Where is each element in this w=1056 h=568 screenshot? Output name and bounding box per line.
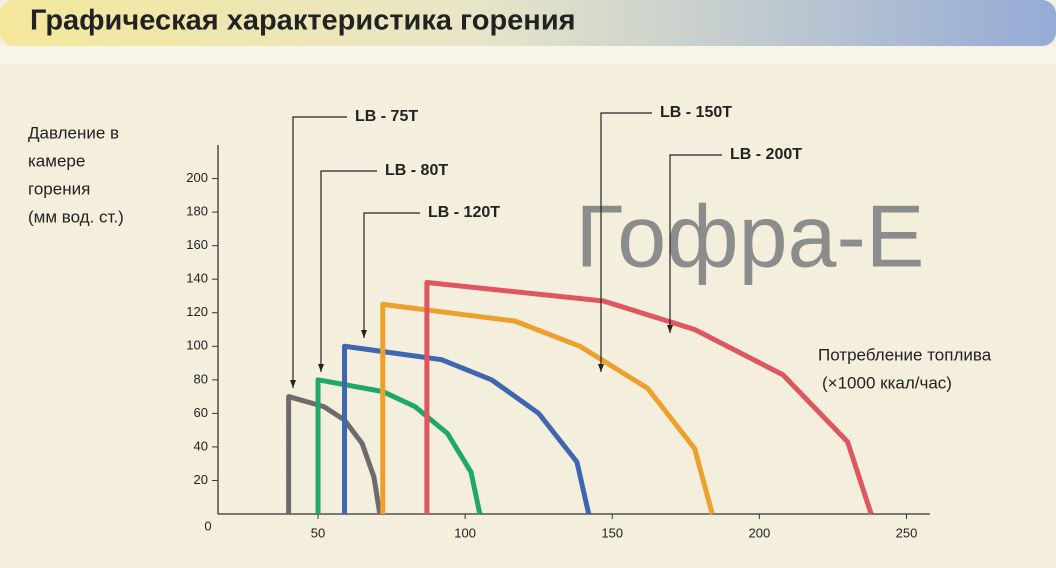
y-tick-label: 20	[194, 472, 208, 487]
series-line	[424, 280, 874, 515]
arrow-head	[361, 330, 367, 338]
legend-label: LB - 120T	[428, 204, 500, 221]
title-shadow	[0, 46, 1056, 64]
title-bar	[0, 0, 1056, 46]
y-axis-label: (мм вод. ст.)	[28, 207, 124, 226]
watermark: Гофра-Е	[576, 186, 925, 285]
y-tick-label: 200	[186, 170, 208, 185]
leader-line	[600, 112, 652, 372]
y-tick-label: 100	[186, 338, 208, 353]
x-tick-label: 50	[311, 525, 325, 540]
leader-line	[363, 212, 420, 338]
arrow-head	[318, 364, 324, 372]
x-axis-label: (×1000 ккал/час)	[822, 373, 952, 392]
legend-label: LB - 75T	[355, 108, 418, 125]
x-tick-label: 100	[454, 525, 476, 540]
y-axis-label: горения	[28, 179, 90, 198]
series-line	[315, 377, 483, 515]
legend-label: LB - 80T	[385, 162, 448, 179]
legend-label: LB - 200T	[730, 146, 802, 163]
legend-label: LB - 150T	[660, 104, 732, 121]
y-tick-label: 40	[194, 438, 208, 453]
x-axis-label: Потребление топлива	[818, 345, 992, 364]
y-tick-label: 140	[186, 271, 208, 286]
y-axis-label: Давление в	[28, 123, 119, 142]
arrow-head	[290, 380, 296, 388]
arrow-head	[667, 325, 673, 333]
arrow-head	[598, 364, 604, 372]
x-tick-label: 250	[896, 525, 918, 540]
series-line	[380, 301, 715, 515]
leader-line	[669, 154, 722, 333]
y-tick-label: 120	[186, 304, 208, 319]
chart-title: Графическая характеристика горения	[30, 5, 576, 37]
y-tick-label: 180	[186, 204, 208, 219]
y-tick-label: 160	[186, 237, 208, 252]
y-tick-label: 60	[194, 405, 208, 420]
x-tick-label: 150	[601, 525, 623, 540]
y-tick-label: 80	[194, 371, 208, 386]
leader-line	[320, 170, 377, 372]
series-line	[342, 343, 592, 515]
y-axis-label: камере	[28, 151, 85, 170]
x-tick-label: 200	[749, 525, 771, 540]
leader-line	[292, 116, 347, 388]
y-tick-label: 0	[204, 518, 211, 533]
